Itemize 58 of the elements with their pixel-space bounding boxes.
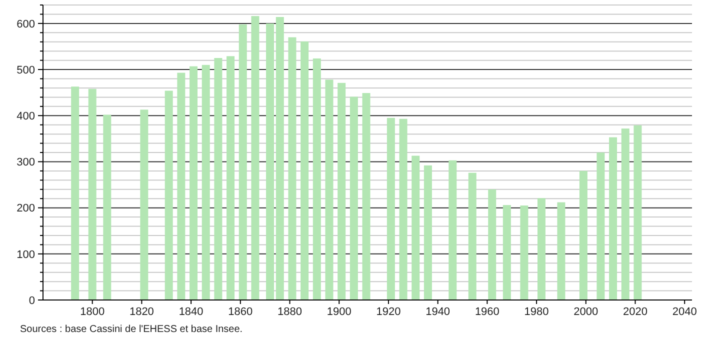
bar (251, 16, 260, 300)
bar (238, 24, 247, 300)
bar (214, 58, 222, 300)
bar (621, 128, 630, 300)
x-tick-label: 1980 (524, 306, 549, 318)
bar (325, 80, 334, 300)
y-tick-label: 300 (16, 156, 35, 169)
bar (634, 125, 642, 300)
bar (266, 23, 274, 300)
bar (103, 114, 112, 300)
bar (399, 118, 408, 300)
x-tick-label: 1880 (278, 306, 302, 318)
bar (520, 206, 528, 300)
bar (386, 118, 395, 300)
bar (537, 198, 546, 300)
x-tick-label: 1960 (474, 306, 500, 318)
x-tick-label: 1860 (228, 306, 253, 318)
y-tick-label: 0 (28, 294, 35, 307)
bar (424, 165, 432, 300)
bar (557, 202, 566, 300)
x-tick-label: 2000 (574, 306, 598, 318)
bar (226, 56, 235, 300)
x-tick-label: 1820 (129, 306, 154, 318)
x-tick-label: 1900 (326, 306, 352, 318)
x-tick-label: 1920 (376, 306, 401, 318)
bar (448, 160, 457, 300)
y-tick-label: 200 (16, 202, 35, 215)
bar (468, 172, 476, 300)
bar (164, 90, 173, 300)
x-tick-label: 2040 (672, 306, 697, 318)
bar (88, 88, 96, 300)
bar (300, 41, 309, 300)
y-tick-label: 400 (16, 110, 35, 122)
y-tick-label: 600 (16, 18, 35, 30)
bar (502, 205, 511, 300)
bar (177, 72, 186, 300)
bar (362, 93, 370, 300)
bar (596, 152, 605, 300)
x-tick-label: 1800 (80, 306, 105, 318)
bar (412, 156, 420, 300)
y-tick-label: 500 (16, 64, 35, 76)
bar (312, 58, 321, 300)
source-note: Sources : base Cassini de l'EHESS et base Insee. (20, 324, 243, 335)
y-tick-label: 100 (16, 248, 35, 261)
bar (338, 82, 346, 300)
bar (350, 96, 358, 300)
bar (140, 110, 148, 300)
x-tick-label: 1940 (426, 306, 450, 318)
bar (579, 170, 588, 300)
bar (288, 37, 296, 300)
bar (190, 66, 198, 300)
bar (202, 64, 210, 300)
bar (71, 86, 80, 300)
bar (276, 16, 284, 300)
x-tick-label: 2020 (623, 306, 648, 318)
bar (488, 189, 496, 300)
bar (609, 137, 618, 300)
x-tick-label: 1840 (178, 306, 204, 318)
